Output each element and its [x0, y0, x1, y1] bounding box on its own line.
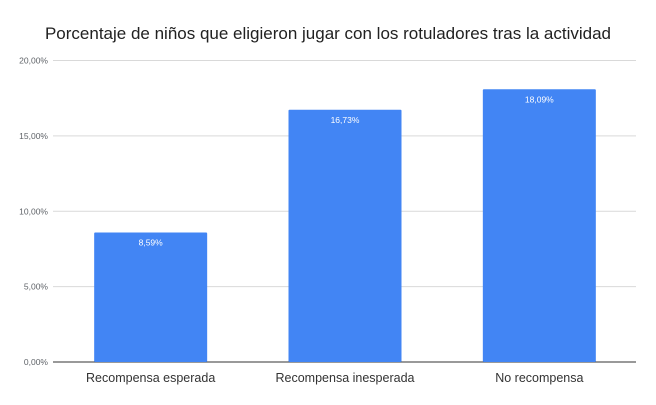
y-tick-label: 0,00%	[24, 357, 49, 367]
y-tick-label: 20,00%	[19, 56, 48, 66]
y-tick-label: 15,00%	[19, 131, 48, 141]
x-category-label: No recompensa	[495, 371, 583, 385]
bar	[94, 232, 208, 362]
y-tick-label: 5,00%	[24, 282, 49, 292]
bar	[288, 109, 402, 362]
y-tick-label: 10,00%	[19, 206, 48, 216]
x-category-label: Recompensa esperada	[86, 371, 215, 385]
bar	[482, 89, 596, 363]
data-label: 8,59%	[139, 238, 164, 248]
data-label: 16,73%	[331, 115, 360, 125]
chart-title: Porcentaje de niños que eligieron jugar …	[45, 24, 611, 43]
data-label: 18,09%	[525, 94, 554, 104]
x-category-label: Recompensa inesperada	[276, 371, 415, 385]
